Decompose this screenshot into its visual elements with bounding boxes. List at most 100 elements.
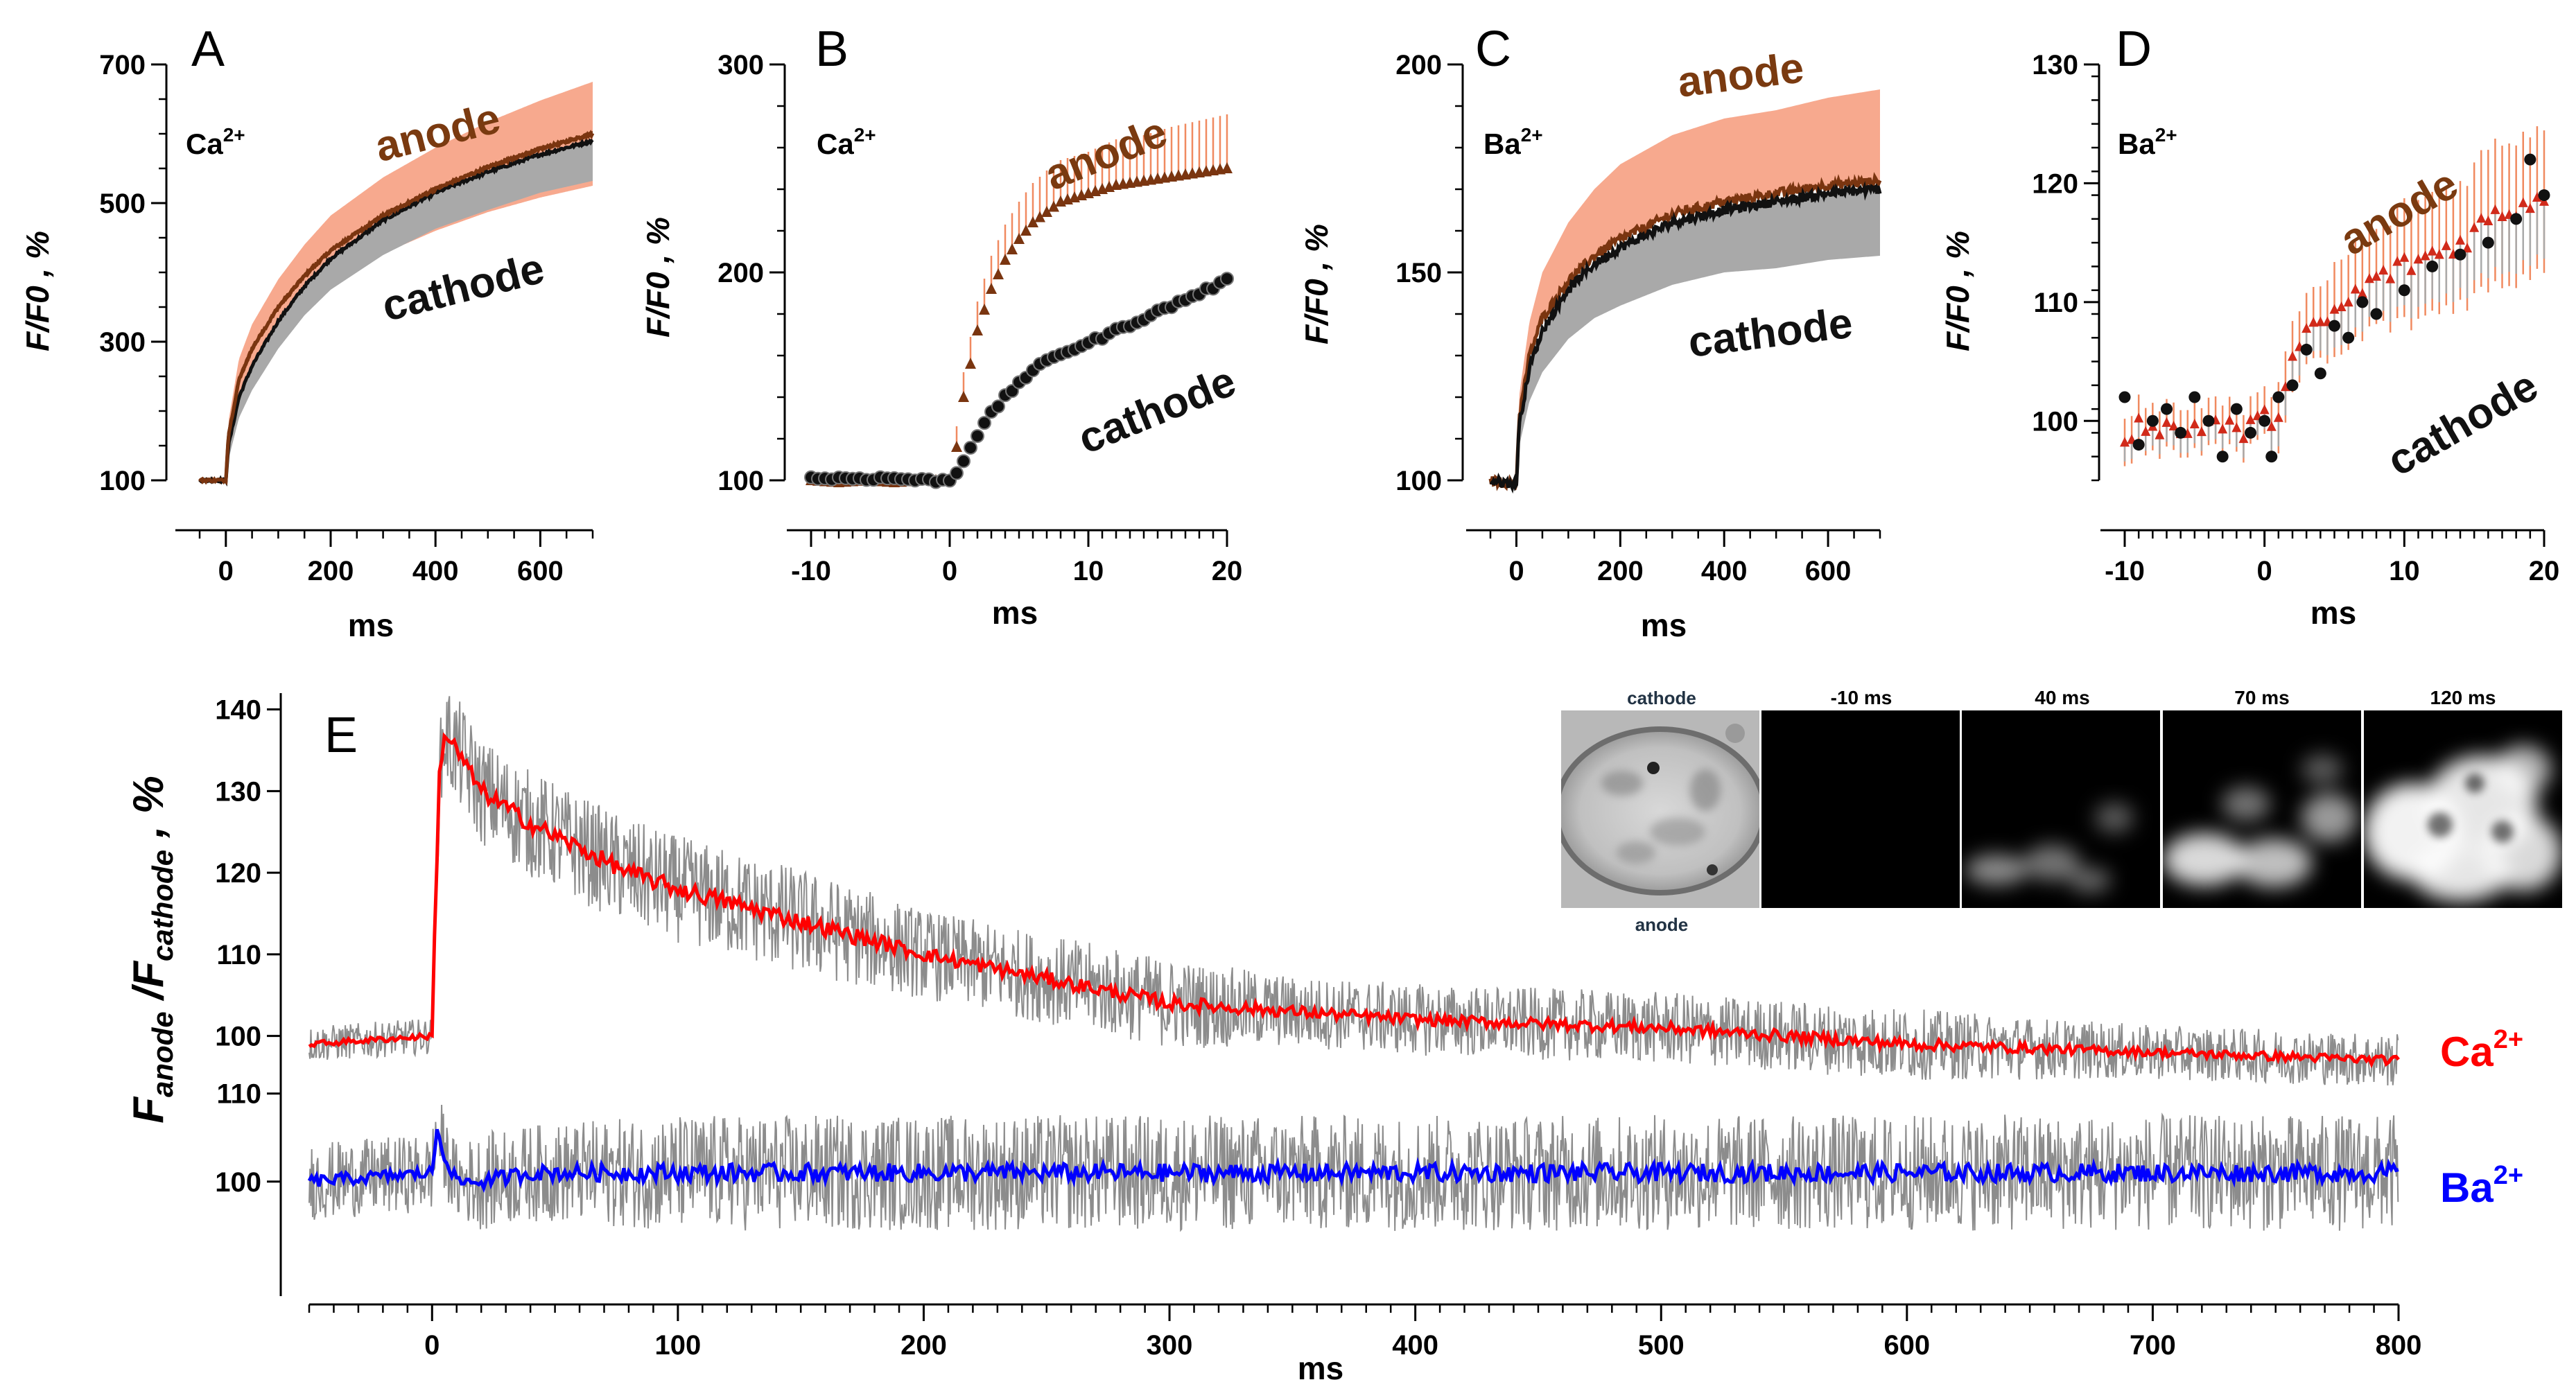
y-tick-label: 100 xyxy=(2032,406,2078,437)
panel-d-anode-point xyxy=(2315,316,2326,326)
panel-d-anode-point xyxy=(2469,222,2480,232)
panel-b-anode-point xyxy=(1048,200,1059,212)
panel-b-anode-point xyxy=(986,283,997,294)
panel-b: B F/F0 , % Ca2+ ms anode cathode xyxy=(640,21,1242,631)
y-tick-label: 120 xyxy=(2032,168,2078,199)
x-tick-label: 0 xyxy=(1508,556,1524,586)
panel-d-anode-point xyxy=(2336,302,2347,312)
inset-frame-40ms xyxy=(1962,710,2160,908)
panel-d-anode-point xyxy=(2168,421,2179,431)
panel-e-legend-ba: Ba2+ xyxy=(2440,1161,2523,1211)
panel-e-x-tick-label: 800 xyxy=(2376,1330,2422,1361)
panel-e-top-y-tick-label: 130 xyxy=(215,776,261,807)
panel-d-cathode-point xyxy=(2538,189,2550,202)
y-tick-label: 300 xyxy=(99,327,146,358)
x-tick-label: 400 xyxy=(412,556,459,586)
x-tick-label: -10 xyxy=(791,556,831,586)
panel-d-cathode-point xyxy=(2329,320,2340,332)
panel-b-cathode-point xyxy=(957,454,971,469)
panel-e-bottom-y-tick-label: 100 xyxy=(215,1167,261,1198)
panel-e-top-y-tick-label: 140 xyxy=(215,695,261,726)
y-tick-label: 100 xyxy=(717,466,764,496)
panel-d-cathode-point xyxy=(2259,414,2271,427)
x-tick-label: 0 xyxy=(218,556,234,586)
panel-d-cathode-point xyxy=(2510,213,2523,225)
panel-e-x-tick-label: 100 xyxy=(655,1330,702,1361)
panel-b-ion: Ca2+ xyxy=(817,124,876,160)
panel-d-anode-point xyxy=(2532,191,2542,202)
y-tick-label: 150 xyxy=(1395,258,1442,288)
panel-d-anode-point xyxy=(2308,317,2319,327)
panel-e-ba-noise-band xyxy=(308,1104,2399,1232)
panel-d-ylabel: F/F0 , % xyxy=(1940,231,1976,351)
panel-d-cathode-point xyxy=(2370,308,2383,320)
panel-d-anode-point xyxy=(2476,213,2487,223)
inset-frame-120ms xyxy=(2364,710,2562,908)
panel-d-anode-point xyxy=(2392,256,2403,266)
panel-e-x-tick-label: 300 xyxy=(1147,1330,1193,1361)
y-tick-label: 200 xyxy=(1395,50,1442,80)
panel-d-anode-point xyxy=(2196,426,2207,437)
panel-b-ylabel: F/F0 , % xyxy=(640,217,676,338)
x-tick-label: 10 xyxy=(1073,556,1104,586)
panel-e-ca-mean-line xyxy=(308,732,2400,1069)
panel-b-anode-point xyxy=(965,358,976,369)
panel-d-anode-point xyxy=(2441,240,2451,250)
inset-label-anode: anode xyxy=(1635,914,1689,935)
panel-e-ba-mean-line xyxy=(307,1128,2399,1194)
panel-d-cathode-point xyxy=(2245,426,2256,439)
panel-e-bottom-y-tick-label: 110 xyxy=(216,1079,261,1110)
panel-d-letter: D xyxy=(2116,21,2152,77)
panel-d-anode-point xyxy=(2385,273,2396,283)
y-tick-label: 100 xyxy=(99,466,146,496)
panel-d-anode-point xyxy=(2350,283,2360,294)
panel-e-x-tick-label: 600 xyxy=(1883,1330,1930,1361)
panel-d-anode-point xyxy=(2218,423,2228,434)
inset-label-70ms: 70 ms xyxy=(2234,687,2289,708)
panel-e-x-tick-label: 400 xyxy=(1392,1330,1438,1361)
inset-label-40ms: 40 ms xyxy=(2035,687,2089,708)
panel-d-cathode-point xyxy=(2426,260,2439,272)
panel-d-anode-point xyxy=(2399,252,2410,262)
panel-d-cathode-point xyxy=(2300,343,2313,356)
panel-d-anode-point xyxy=(2413,254,2423,264)
panel-d-anode-point xyxy=(2357,288,2367,298)
x-tick-label: 600 xyxy=(517,556,564,586)
inset-frame-70ms xyxy=(2163,710,2361,908)
panel-e-top-y-tick-label: 110 xyxy=(216,940,261,970)
panel-c-cathode-label: cathode xyxy=(1686,299,1855,367)
panel-d: D F/F0 , % Ba2+ ms anode cathode xyxy=(1940,21,2546,631)
panel-a-cathode-label: cathode xyxy=(378,245,549,331)
panel-d-anode-point xyxy=(2518,197,2528,207)
panel-c-anode-label: anode xyxy=(1675,44,1807,107)
panel-d-anode-point xyxy=(2259,404,2270,414)
x-tick-label: -10 xyxy=(2105,556,2145,586)
panel-b-anode-point xyxy=(951,441,962,452)
y-tick-label: 500 xyxy=(99,189,146,219)
panel-d-anode-point xyxy=(2134,412,2144,423)
panel-c-anode-line xyxy=(1488,172,1882,491)
image-inset: cathode -10 ms 40 ms 70 ms 120 ms anode xyxy=(1561,687,2562,935)
panel-b-cathode-point xyxy=(964,440,977,455)
panel-d-anode-point xyxy=(2120,437,2130,447)
panel-c-cathode-error-band xyxy=(1490,189,1880,484)
panel-d-anode-point xyxy=(2525,203,2535,213)
panel-b-letter: B xyxy=(815,21,848,77)
panel-c-xlabel: ms xyxy=(1641,607,1687,643)
panel-b-anode-point xyxy=(1034,211,1045,222)
panel-e-x-tick-label: 700 xyxy=(2130,1330,2176,1361)
panel-a-anode-line-top xyxy=(198,131,593,486)
y-tick-label: 130 xyxy=(2032,50,2078,80)
panel-a-xlabel: ms xyxy=(348,607,394,643)
panel-d-anode-point xyxy=(2329,304,2340,314)
inset-label-120ms: 120 ms xyxy=(2430,687,2496,708)
panel-b-cathode-point xyxy=(1220,272,1234,286)
y-tick-label: 700 xyxy=(99,50,146,80)
panel-d-axes: 100 110 120 130 -10 0 10 20 xyxy=(2032,50,2559,586)
panel-d-cathode-point xyxy=(2482,236,2494,249)
panel-c-axes: 100 150 200 0 200 400 600 xyxy=(1395,50,1881,586)
panel-d-cathode-point xyxy=(2161,403,2173,415)
panel-d-anode-point xyxy=(2455,234,2465,245)
panel-b-anode-point xyxy=(1027,216,1038,227)
